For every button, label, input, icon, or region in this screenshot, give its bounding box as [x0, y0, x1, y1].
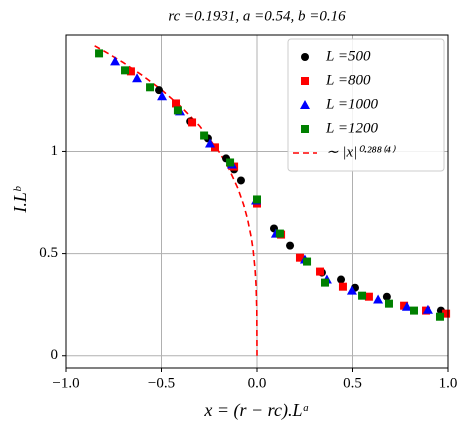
- data-point: [226, 158, 235, 167]
- legend-swatch: [300, 100, 310, 109]
- x-tick-label: −1.0: [52, 375, 79, 391]
- data-point: [422, 304, 433, 314]
- data-point: [155, 86, 164, 95]
- data-point: [132, 73, 143, 83]
- data-point: [188, 118, 197, 127]
- legend-swatch: [301, 125, 309, 133]
- x-tick-label: 0.0: [248, 375, 267, 391]
- data-point: [346, 285, 357, 295]
- x-tick-label: 1.0: [439, 375, 458, 391]
- legend-swatch: [301, 53, 309, 61]
- data-point: [110, 56, 121, 66]
- data-point: [358, 291, 367, 300]
- data-point: [373, 294, 384, 304]
- legend-label: L =500: [325, 48, 371, 64]
- data-point: [210, 143, 219, 152]
- data-point: [157, 91, 168, 101]
- data-point: [400, 301, 409, 310]
- data-point: [200, 131, 209, 140]
- legend-label: L =800: [325, 72, 371, 88]
- legend-swatch: [301, 77, 309, 85]
- data-point: [121, 66, 130, 75]
- data-point: [338, 282, 347, 291]
- data-point: [146, 83, 155, 92]
- y-tick-label: 0: [51, 347, 59, 363]
- data-point: [95, 49, 104, 58]
- plot-frame: [65, 34, 449, 369]
- data-point: [286, 241, 295, 250]
- data-point: [172, 99, 181, 108]
- legend: L =500 L =800 L =1000 L =1200 ∼ |x|⁰·²⁸⁸⁽⁴⁾: [287, 38, 445, 172]
- data-point: [435, 312, 444, 321]
- fit-line: [94, 45, 258, 356]
- data-point: [320, 278, 329, 287]
- x-tick-label: 0.5: [343, 375, 362, 391]
- data-point: [173, 106, 182, 115]
- y-axis-label: I.Lᵇ: [10, 186, 30, 214]
- legend-box: [287, 38, 445, 172]
- data-point: [253, 195, 261, 204]
- data-point: [401, 301, 412, 311]
- data-point: [316, 267, 325, 276]
- data-point: [236, 176, 245, 185]
- data-point: [337, 275, 346, 284]
- data-point: [205, 138, 216, 148]
- data-point: [295, 253, 304, 262]
- data-point: [364, 292, 373, 301]
- data-point: [384, 299, 393, 308]
- chart-title: rc =0.1931, a =0.54, b =0.16: [168, 8, 346, 24]
- y-tick-label: 1: [51, 143, 59, 159]
- data-point: [275, 229, 284, 238]
- legend-label: ∼ |x|⁰·²⁸⁸⁽⁴⁾: [326, 144, 396, 160]
- data-point: [382, 292, 391, 301]
- data-point: [126, 67, 135, 76]
- legend-label: L =1000: [325, 96, 378, 112]
- x-axis-label: x = (r − rc).Lᵃ: [203, 400, 309, 421]
- data-point: [410, 306, 419, 315]
- data-point: [303, 257, 312, 266]
- x-tick-label: −0.5: [148, 375, 175, 391]
- data-point: [442, 309, 451, 318]
- legend-label: L =1200: [325, 120, 378, 136]
- y-tick-label: 0.5: [39, 245, 58, 261]
